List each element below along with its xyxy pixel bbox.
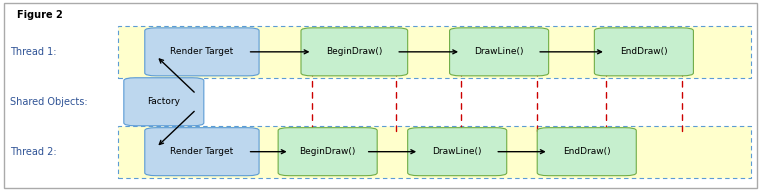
Text: Figure 2: Figure 2 [17,10,62,20]
FancyBboxPatch shape [594,28,693,76]
Text: DrawLine(): DrawLine() [433,147,482,156]
FancyBboxPatch shape [145,128,259,176]
Text: Render Target: Render Target [170,147,234,156]
Text: Shared Objects:: Shared Objects: [10,97,88,107]
FancyBboxPatch shape [278,128,377,176]
Text: Thread 2:: Thread 2: [10,147,56,157]
Text: EndDraw(): EndDraw() [620,47,668,56]
FancyBboxPatch shape [123,78,203,126]
Text: DrawLine(): DrawLine() [475,47,523,56]
FancyBboxPatch shape [537,128,636,176]
FancyBboxPatch shape [450,28,549,76]
Text: Render Target: Render Target [170,47,234,56]
FancyBboxPatch shape [4,3,757,188]
Text: BeginDraw(): BeginDraw() [299,147,356,156]
Text: Factory: Factory [147,97,181,106]
Text: BeginDraw(): BeginDraw() [326,47,383,56]
FancyBboxPatch shape [408,128,507,176]
FancyBboxPatch shape [118,126,751,178]
Text: Thread 1:: Thread 1: [10,47,56,57]
Text: EndDraw(): EndDraw() [563,147,610,156]
FancyBboxPatch shape [301,28,408,76]
FancyBboxPatch shape [145,28,259,76]
FancyBboxPatch shape [118,26,751,78]
